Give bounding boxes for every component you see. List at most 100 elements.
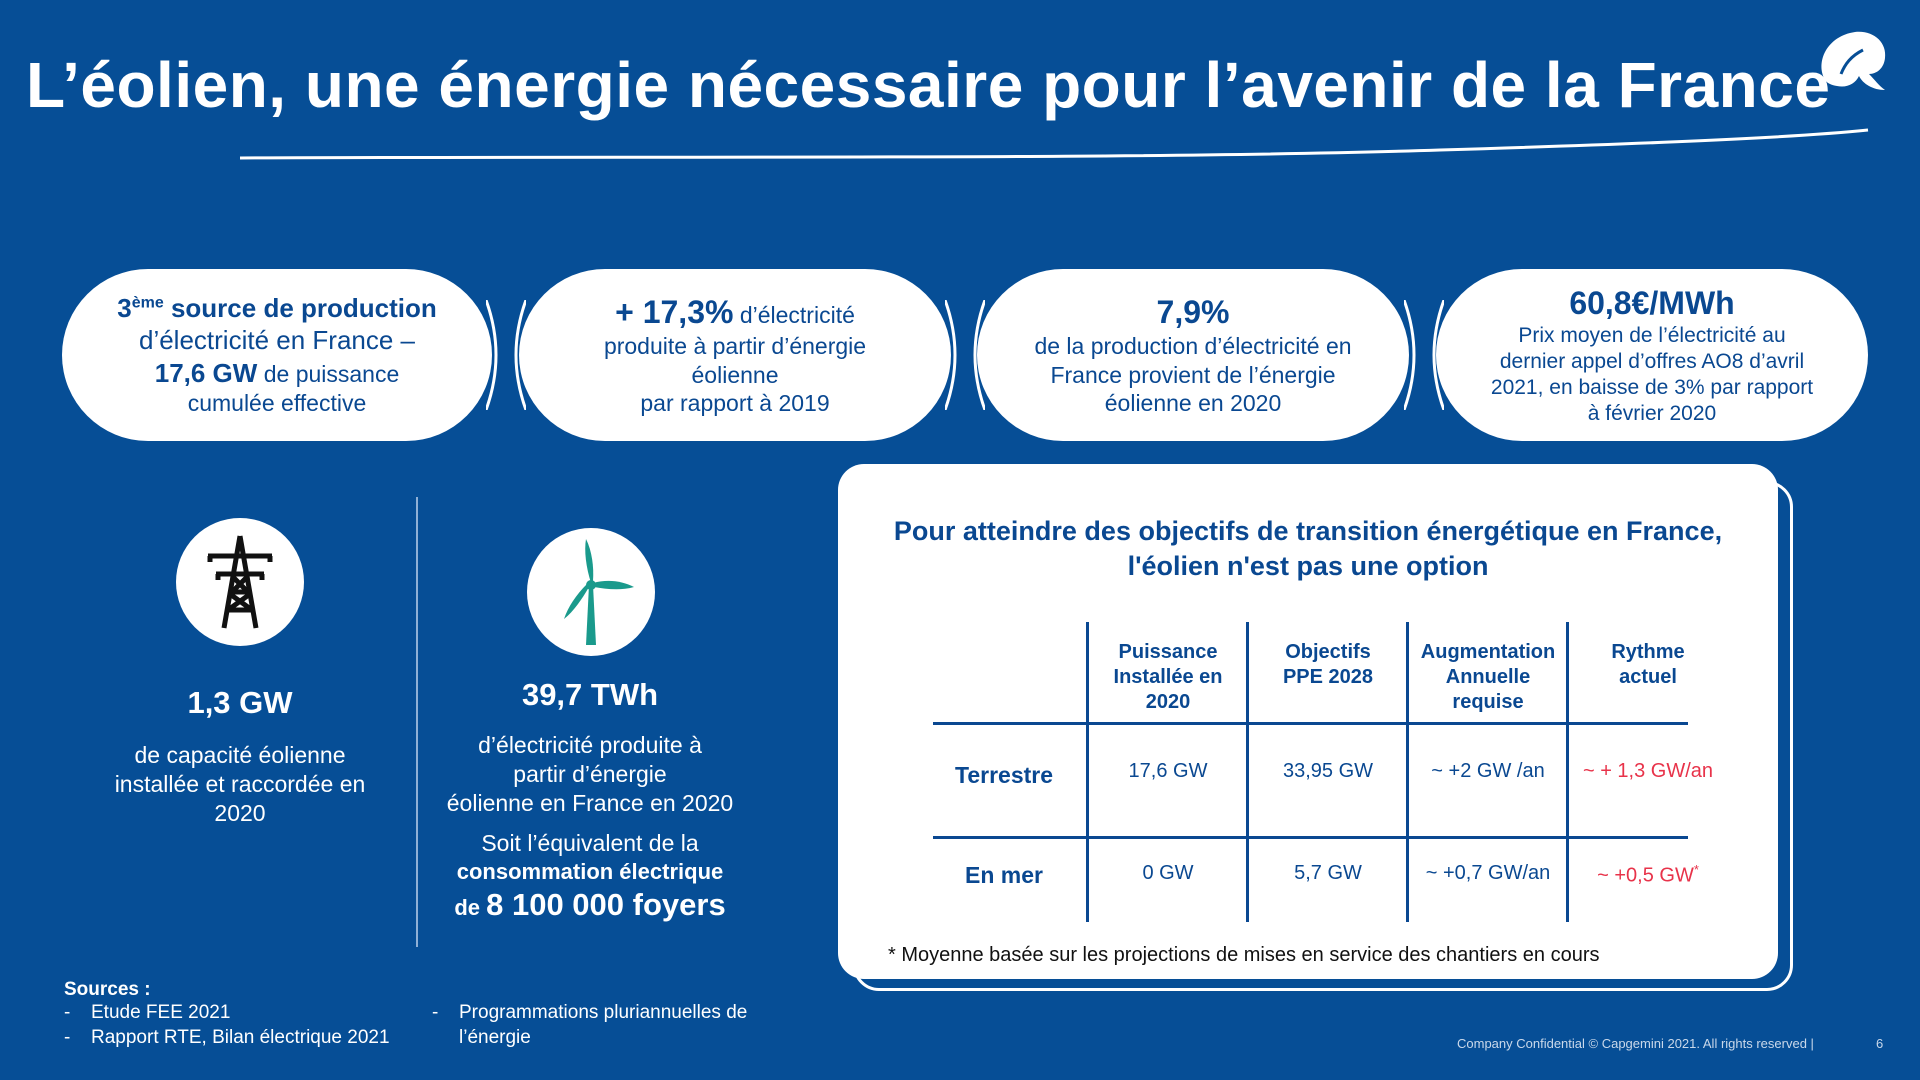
pill-growth-headline: + 17,3% d’électricité	[615, 292, 855, 332]
pill-rank-line2: d’électricité en France –	[138, 325, 416, 356]
pill-growth-line4: par rapport à 2019	[640, 390, 830, 417]
card-title-line2: l'éolien n'est pas une option	[1127, 551, 1489, 582]
pill-rank-superscript: ème	[131, 294, 164, 312]
table-footnote: * Moyenne basée sur les projections de m…	[888, 944, 1600, 966]
header-installed-l3: 2020	[1145, 691, 1191, 713]
pill-share-line3: éolienne en 2020	[1104, 390, 1282, 417]
confidential-notice: Company Confidential © Capgemini 2021. A…	[1457, 1036, 1814, 1051]
installed-capacity-line2: installée et raccordée en	[114, 770, 366, 797]
table-hline	[933, 836, 1688, 839]
page-number: 6	[1876, 1036, 1884, 1051]
source-item-continued: l’énergie	[459, 1027, 531, 1048]
header-ppe: Objectifs PPE 2028	[1248, 640, 1408, 690]
table-vline	[1246, 622, 1249, 922]
pill-growth-rest: d’électricité	[733, 301, 855, 328]
wind-production-line2: partir d’énergie	[513, 760, 667, 787]
card-title-line1: Pour atteindre des objectifs de transiti…	[893, 516, 1723, 546]
source-bullet: -	[64, 1002, 71, 1023]
header-increase-l1: Augmentation	[1420, 641, 1556, 663]
source-item: Programmations pluriannuelles de	[459, 1002, 748, 1023]
header-ppe-l1: Objectifs	[1285, 641, 1371, 663]
pill-rank-line3: 17,6 GW de puissance	[155, 357, 400, 390]
sources-title: Sources :	[64, 979, 151, 1000]
pill-connector	[945, 300, 985, 410]
header-rhythm-l2: actuel	[1619, 666, 1677, 688]
stat-pill-rank: 3ème source de production d’électricité …	[62, 269, 492, 441]
table-hline	[933, 722, 1688, 725]
wind-production-line1: d’électricité produite à	[478, 732, 702, 758]
source-bullet: -	[64, 1027, 71, 1048]
header-installed: Puissance Installée en 2020	[1088, 640, 1248, 715]
table-vline	[1086, 622, 1089, 922]
pill-price-line4: à février 2020	[1587, 402, 1717, 426]
cell-offshore-rhythm: ~ +0,5 GW*	[1568, 862, 1728, 888]
installed-capacity-line1: de capacité éolienne	[134, 742, 346, 768]
row-label-onshore: Terrestre	[955, 762, 1054, 788]
cell-offshore-installed: 0 GW	[1142, 862, 1194, 884]
header-increase: Augmentation Annuelle requise	[1408, 640, 1568, 715]
stat-pill-price: 60,8€/MWh Prix moyen de l’électricité au…	[1436, 269, 1868, 441]
pylon-icon-circle	[176, 518, 304, 646]
header-increase-l3: requise	[1452, 691, 1524, 713]
stat-pill-growth: + 17,3% d’électricité produite à partir …	[519, 269, 951, 441]
header-rhythm-l1: Rythme	[1611, 641, 1685, 663]
installed-capacity-value: 1,3 GW	[187, 685, 293, 720]
wind-turbine-icon	[564, 539, 634, 645]
installed-capacity-line3: 2020	[214, 799, 266, 826]
pill-rank-capacity: 17,6 GW	[154, 357, 258, 388]
table-vline	[1406, 622, 1409, 922]
source-item: Rapport RTE, Bilan électrique 2021	[91, 1027, 390, 1048]
slide-title: L’éolien, une énergie nécessaire pour l’…	[26, 49, 1831, 121]
stat-wind-production: 39,7 TWh d’électricité produite à partir…	[430, 677, 750, 923]
cell-offshore-ppe: 5,7 GW	[1294, 862, 1362, 884]
pill-price-line1: Prix moyen de l’électricité au	[1518, 323, 1786, 347]
header-rhythm: Rythme actuel	[1568, 640, 1728, 690]
pill-rank-lead: source de production	[163, 292, 437, 323]
pill-share-line2: France provient de l’énergie	[1050, 361, 1336, 388]
pill-price-line2: dernier appel d’offres AO8 d’avril	[1499, 349, 1805, 373]
households-prefix: de	[454, 894, 487, 920]
header-installed-l1: Puissance	[1118, 641, 1218, 663]
pill-growth-value: + 17,3%	[615, 293, 734, 330]
title-underline-swoosh	[240, 128, 1869, 160]
cell-offshore-rhythm-value: ~ +0,5 GW	[1597, 864, 1694, 887]
objectives-card: Pour atteindre des objectifs de transiti…	[838, 464, 1778, 979]
pill-share-value: 7,9%	[1156, 293, 1230, 330]
pill-growth-line3: éolienne	[691, 361, 779, 388]
cell-onshore-increase: ~ +2 GW /an	[1431, 760, 1545, 782]
pill-connector	[1404, 300, 1444, 410]
cell-onshore-rhythm: ~ + 1,3 GW/an	[1582, 760, 1714, 782]
pill-price-line3: 2021, en baisse de 3% par rapport	[1490, 376, 1814, 399]
stat-installed-capacity: 1,3 GW de capacité éolienne installée et…	[90, 685, 390, 827]
wind-production-line4: Soit l’équivalent de la	[481, 830, 699, 857]
wind-production-line3: éolienne en France en 2020	[446, 789, 734, 816]
stat-pill-share: 7,9% de la production d’électricité en F…	[977, 269, 1409, 441]
stats-divider	[416, 497, 418, 947]
wind-production-value: 39,7 TWh	[521, 677, 659, 712]
capgemini-spade-logo	[1821, 31, 1886, 91]
cell-onshore-ppe: 33,95 GW	[1282, 760, 1374, 782]
source-bullet: -	[432, 1002, 439, 1023]
pill-share-line1: de la production d’électricité en	[1034, 332, 1352, 359]
cell-offshore-increase: ~ +0,7 GW/an	[1425, 862, 1551, 884]
sources-heading: Sources :	[64, 978, 151, 1002]
turbine-icon-circle	[527, 528, 655, 656]
households-value: 8 100 000 foyers	[486, 886, 726, 922]
pill-rank-number: 3	[117, 292, 132, 323]
pill-price-value: 60,8€/MWh	[1569, 284, 1735, 321]
header-increase-l2: Annuelle	[1445, 666, 1531, 688]
header-ppe-l2: PPE 2028	[1282, 666, 1374, 688]
pill-rank-headline: 3ème source de production	[117, 292, 437, 325]
households-line: de 8 100 000 foyers	[430, 887, 750, 923]
card-title: Pour atteindre des objectifs de transiti…	[838, 514, 1778, 584]
cell-offshore-rhythm-footnote-mark: *	[1693, 862, 1699, 877]
row-label-offshore: En mer	[965, 862, 1043, 888]
pill-connector	[486, 300, 526, 410]
electricity-pylon-icon	[207, 535, 273, 629]
wind-production-line5: consommation électrique	[456, 859, 724, 884]
pill-rank-line4: cumulée effective	[187, 390, 367, 417]
source-item: Etude FEE 2021	[91, 1002, 231, 1023]
pill-growth-line2: produite à partir d’énergie	[603, 332, 867, 359]
table-vline	[1566, 622, 1569, 922]
cell-onshore-installed: 17,6 GW	[1128, 760, 1208, 782]
